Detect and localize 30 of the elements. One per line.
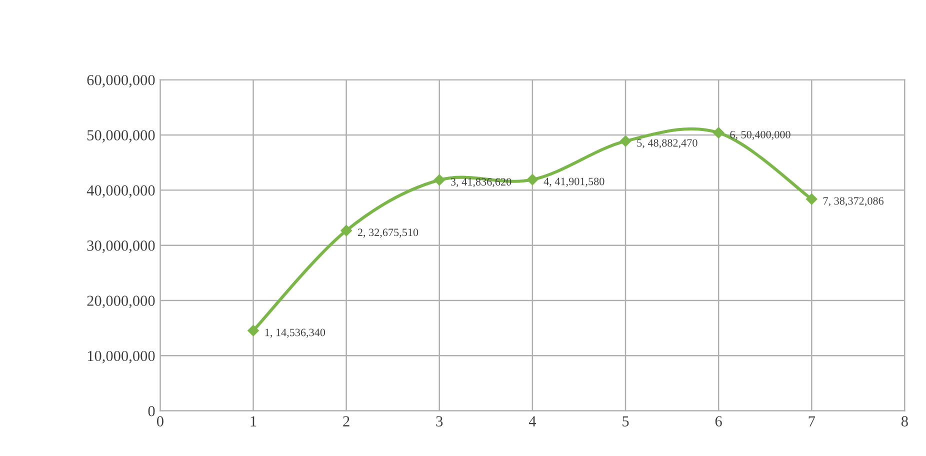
x-tick-label: 3 <box>436 416 443 426</box>
x-tick-label: 8 <box>901 416 908 426</box>
y-tick-label: 30,000,000 <box>87 240 155 253</box>
y-tick-label: 40,000,000 <box>86 185 155 198</box>
data-label: 7, 38,372,086 <box>823 197 884 206</box>
data-label: 3, 41,836,620 <box>451 178 512 188</box>
y-tick-label: 0 <box>148 406 155 416</box>
point <box>806 194 818 205</box>
y-tick-label: 50,000,000 <box>87 130 155 143</box>
point <box>340 224 352 236</box>
data-label: 5, 48,882,470 <box>637 139 698 148</box>
data-label: 4, 41,901,580 <box>544 178 604 187</box>
x-tick-label: 5 <box>622 416 629 426</box>
y-tick-label: 60,000,000 <box>87 74 155 88</box>
x-tick-label: 7 <box>808 416 816 426</box>
point <box>712 127 724 138</box>
x-tick-label: 0 <box>156 416 164 426</box>
x-tick-label: 2 <box>343 416 350 426</box>
y-tick-label: 10,000,000 <box>88 350 155 364</box>
x-tick-label: 1 <box>250 416 256 426</box>
x-tick-label: 4 <box>528 416 536 426</box>
data-label: 2, 32,675,510 <box>358 228 418 238</box>
point <box>434 174 445 186</box>
point <box>248 325 259 336</box>
x-tick-label: 6 <box>715 416 722 426</box>
data-label: 6, 50,400,000 <box>730 130 790 140</box>
point <box>526 174 538 186</box>
point <box>620 136 632 147</box>
data-label: 1, 14,536,340 <box>265 328 326 338</box>
y-tick-label: 20,000,000 <box>87 296 155 308</box>
